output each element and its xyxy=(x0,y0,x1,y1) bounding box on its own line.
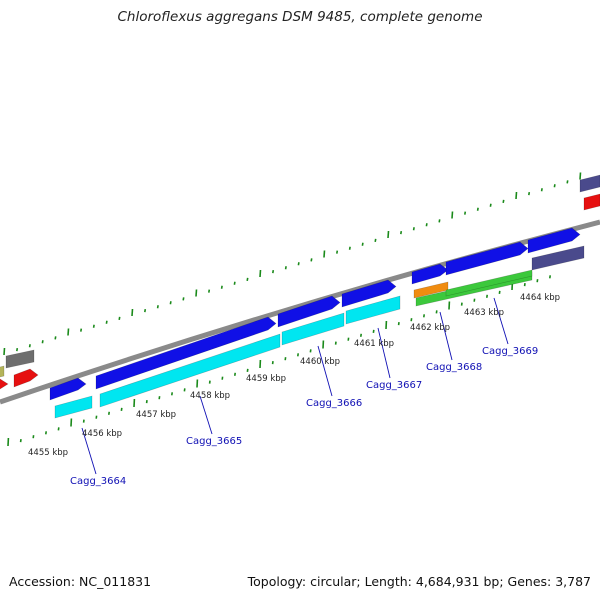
tick-outer xyxy=(41,340,44,344)
gene-label: Cagg_3664 xyxy=(70,476,126,487)
tick-outer xyxy=(451,211,454,219)
tick-outer xyxy=(297,262,300,266)
kbp-label: 4464 kbp xyxy=(520,293,560,303)
tick-outer xyxy=(348,246,351,250)
kbp-label: 4463 kbp xyxy=(464,308,504,318)
leader-line xyxy=(439,311,453,361)
tick-outer xyxy=(336,250,339,254)
tick-outer xyxy=(220,285,223,289)
gene-3665 xyxy=(99,333,281,408)
kbp-label: 4460 kbp xyxy=(300,357,340,367)
tick-outer xyxy=(80,328,83,332)
kbp-label: 4455 kbp xyxy=(28,448,68,458)
tick-outer xyxy=(438,219,441,223)
tick-outer xyxy=(387,230,390,239)
kbp-labels: 4455 kbp 4456 kbp 4457 kbp 4458 kbp 4459 kbp… xyxy=(28,293,560,458)
tick-outer xyxy=(131,308,134,317)
kbp-label: 4456 kbp xyxy=(82,429,122,439)
tick-outer xyxy=(412,227,415,231)
cds-3665 xyxy=(95,316,277,390)
kbp-label: 4462 kbp xyxy=(410,323,450,333)
gene-3664 xyxy=(54,395,93,419)
leader-line xyxy=(317,345,333,397)
feature-track xyxy=(0,174,600,419)
map-title: Chloroflexus aggregans DSM 9485, complet… xyxy=(117,9,483,25)
tick-outer xyxy=(528,191,531,196)
tick-outer xyxy=(540,188,543,192)
tick-outer xyxy=(105,320,108,324)
tick-outer xyxy=(425,223,428,227)
tick-outer xyxy=(566,180,569,184)
tick-outer xyxy=(284,266,287,270)
tick-outer xyxy=(208,289,211,293)
tick-outer xyxy=(464,211,467,215)
leader-line xyxy=(377,327,391,379)
tick-outer xyxy=(361,242,364,246)
tick-outer xyxy=(553,184,556,188)
leader-line xyxy=(493,297,509,345)
tick-outer xyxy=(118,316,121,321)
tick-outer xyxy=(182,297,185,301)
tick-outer xyxy=(272,269,275,274)
tick-outer xyxy=(195,289,198,297)
cds-red-edge xyxy=(0,378,9,390)
leader-line xyxy=(199,395,213,435)
kbp-label: 4457 kbp xyxy=(136,410,176,420)
minor-ticks-outer xyxy=(3,172,582,356)
gene-3666 xyxy=(281,312,345,346)
gene-label: Cagg_3668 xyxy=(426,362,482,373)
feature-labels: Cagg_3664 Cagg_3665 Cagg_3666 Cagg_3667 Cagg… xyxy=(70,297,538,487)
cds-3668 xyxy=(411,263,449,285)
tick-outer xyxy=(400,230,403,235)
minor-ticks-inner xyxy=(7,275,551,447)
cds-grey xyxy=(5,349,35,369)
kbp-label: 4458 kbp xyxy=(190,391,230,401)
tick-outer xyxy=(156,305,159,309)
tick-outer xyxy=(310,258,313,262)
tick-outer xyxy=(54,336,57,340)
cds-olive-edge xyxy=(0,365,5,378)
tick-outer xyxy=(246,277,249,282)
cds-3666 xyxy=(277,295,341,328)
cds-3669 xyxy=(445,241,529,276)
tick-outer xyxy=(489,203,492,207)
tick-outer xyxy=(476,207,479,211)
tick-outer xyxy=(259,269,262,278)
gene-label: Cagg_3667 xyxy=(366,380,422,391)
tick-outer xyxy=(233,281,236,285)
tick-outer xyxy=(92,324,95,328)
tick-outer xyxy=(16,347,19,352)
tick-outer xyxy=(67,328,70,336)
kbp-label: 4459 kbp xyxy=(246,374,286,384)
cds-right xyxy=(527,227,581,254)
tick-outer xyxy=(3,347,6,356)
tick-outer xyxy=(323,250,326,258)
purple-top-right xyxy=(579,174,600,193)
topology-summary: Topology: circular; Length: 4,684,931 bp… xyxy=(247,574,591,589)
gene-3669 xyxy=(445,269,533,297)
red-top-right xyxy=(583,193,600,211)
tick-outer xyxy=(374,238,377,243)
gene-3667 xyxy=(345,295,401,325)
cds-3664 xyxy=(49,377,87,401)
tick-outer xyxy=(579,172,582,180)
gene-label: Cagg_3665 xyxy=(186,436,242,447)
tick-outer xyxy=(515,191,518,200)
tick-outer xyxy=(502,199,505,204)
kbp-label: 4461 kbp xyxy=(354,339,394,349)
gene-label: Cagg_3669 xyxy=(482,346,538,357)
cds-3667 xyxy=(341,279,397,308)
purple-right xyxy=(531,245,585,271)
cds-red xyxy=(13,368,39,388)
leader-line xyxy=(81,427,97,475)
tick-outer xyxy=(144,308,147,313)
accession-text: Accession: NC_011831 xyxy=(9,574,152,589)
tick-outer xyxy=(28,344,31,348)
gene-label: Cagg_3666 xyxy=(306,398,362,409)
tick-outer xyxy=(169,301,172,305)
